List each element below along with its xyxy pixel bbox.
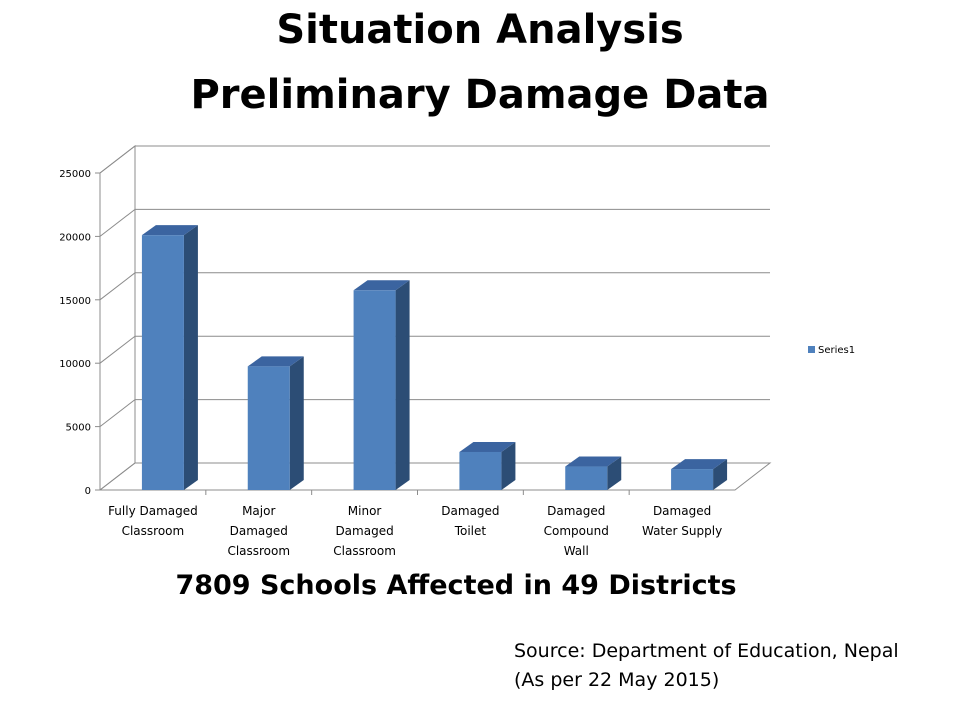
bar-front	[247, 366, 290, 490]
x-category-label-line: Classroom	[333, 544, 396, 558]
y-tick-label: 0	[85, 486, 91, 497]
gridline	[99, 208, 770, 237]
x-category-label-line: Damaged	[335, 524, 393, 538]
bar-side	[713, 459, 728, 490]
x-category-label-line: Toilet	[454, 524, 487, 538]
x-category-label: Minor Damaged Classroom	[333, 504, 396, 558]
x-category-label-line: Damaged	[230, 524, 288, 538]
x-category-label: Fully Damaged Classroom	[108, 504, 198, 538]
bar	[459, 441, 516, 490]
y-tick-label: 15000	[59, 296, 91, 307]
bar	[671, 459, 728, 490]
bar-top	[353, 280, 410, 291]
y-tick-label: 10000	[59, 359, 91, 370]
bar-top	[671, 459, 728, 470]
y-axis-tick-labels: 0 5000 10000 15000 20000 25000	[59, 169, 91, 497]
chart-axis	[95, 172, 630, 495]
x-category-label-line: Classroom	[227, 544, 290, 558]
bar-front	[353, 290, 396, 490]
bar	[565, 456, 622, 490]
chart-floor	[98, 462, 772, 491]
x-category-label-line: Damaged	[653, 504, 711, 518]
gridline	[99, 145, 770, 174]
legend-swatch	[808, 346, 815, 353]
slide-title-line-2: Preliminary Damage Data	[190, 72, 770, 118]
x-category-label: Damaged Water Supply	[642, 504, 722, 538]
side-wall	[99, 144, 136, 491]
gridline	[99, 399, 770, 427]
x-category-label: Major Damaged Classroom	[227, 504, 290, 558]
bar-front	[459, 451, 502, 490]
bar	[247, 356, 304, 490]
gridline	[99, 335, 770, 364]
x-category-label-line: Minor	[348, 504, 382, 518]
slide-title-line-1: Situation Analysis	[276, 7, 684, 53]
chart-legend: Series1	[808, 345, 855, 356]
legend-series-label: Series1	[818, 345, 855, 356]
bar-top	[141, 225, 198, 236]
bar-top	[565, 456, 622, 467]
bar-side	[183, 225, 198, 490]
source-line: Source: Department of Education, Nepal	[514, 640, 899, 662]
x-category-label-line: Compound	[544, 524, 609, 538]
y-tick-label: 5000	[66, 423, 91, 434]
bar-front	[671, 469, 714, 490]
x-category-label-line: Water Supply	[642, 524, 722, 538]
x-category-label: Damaged Compound Wall	[544, 504, 609, 558]
chart-walls	[98, 144, 772, 491]
bar-side	[501, 441, 516, 490]
bar-side	[607, 456, 622, 490]
damage-bar-chart: 0 5000 10000 15000 20000 25000 Fully Damaged C…	[59, 144, 855, 558]
x-category-label-line: Wall	[564, 544, 589, 558]
x-category-label: Damaged Toilet	[441, 504, 499, 538]
bar-side	[289, 356, 304, 490]
bar	[353, 280, 410, 490]
x-category-label-line: Fully Damaged	[108, 504, 198, 518]
bar-side	[395, 280, 410, 490]
x-axis-category-labels: Fully Damaged Classroom Major Damaged Classr…	[108, 504, 722, 558]
schools-affected-summary: 7809 Schools Affected in 49 Districts	[175, 570, 737, 601]
bar-front	[141, 235, 184, 490]
chart-gridlines	[99, 145, 770, 427]
bar-top	[247, 356, 304, 367]
x-category-label-line: Damaged	[547, 504, 605, 518]
bar-front	[565, 466, 608, 490]
y-tick-label: 25000	[59, 169, 91, 180]
x-category-label-line: Major	[242, 504, 275, 518]
x-category-label-line: Damaged	[441, 504, 499, 518]
chart-bars	[141, 225, 728, 490]
x-category-label-line: Classroom	[122, 524, 185, 538]
source-date-line: (As per 22 May 2015)	[514, 669, 720, 691]
y-tick-label: 20000	[59, 232, 91, 243]
bar	[141, 225, 198, 490]
bar-top	[459, 441, 516, 452]
gridline	[99, 272, 770, 301]
